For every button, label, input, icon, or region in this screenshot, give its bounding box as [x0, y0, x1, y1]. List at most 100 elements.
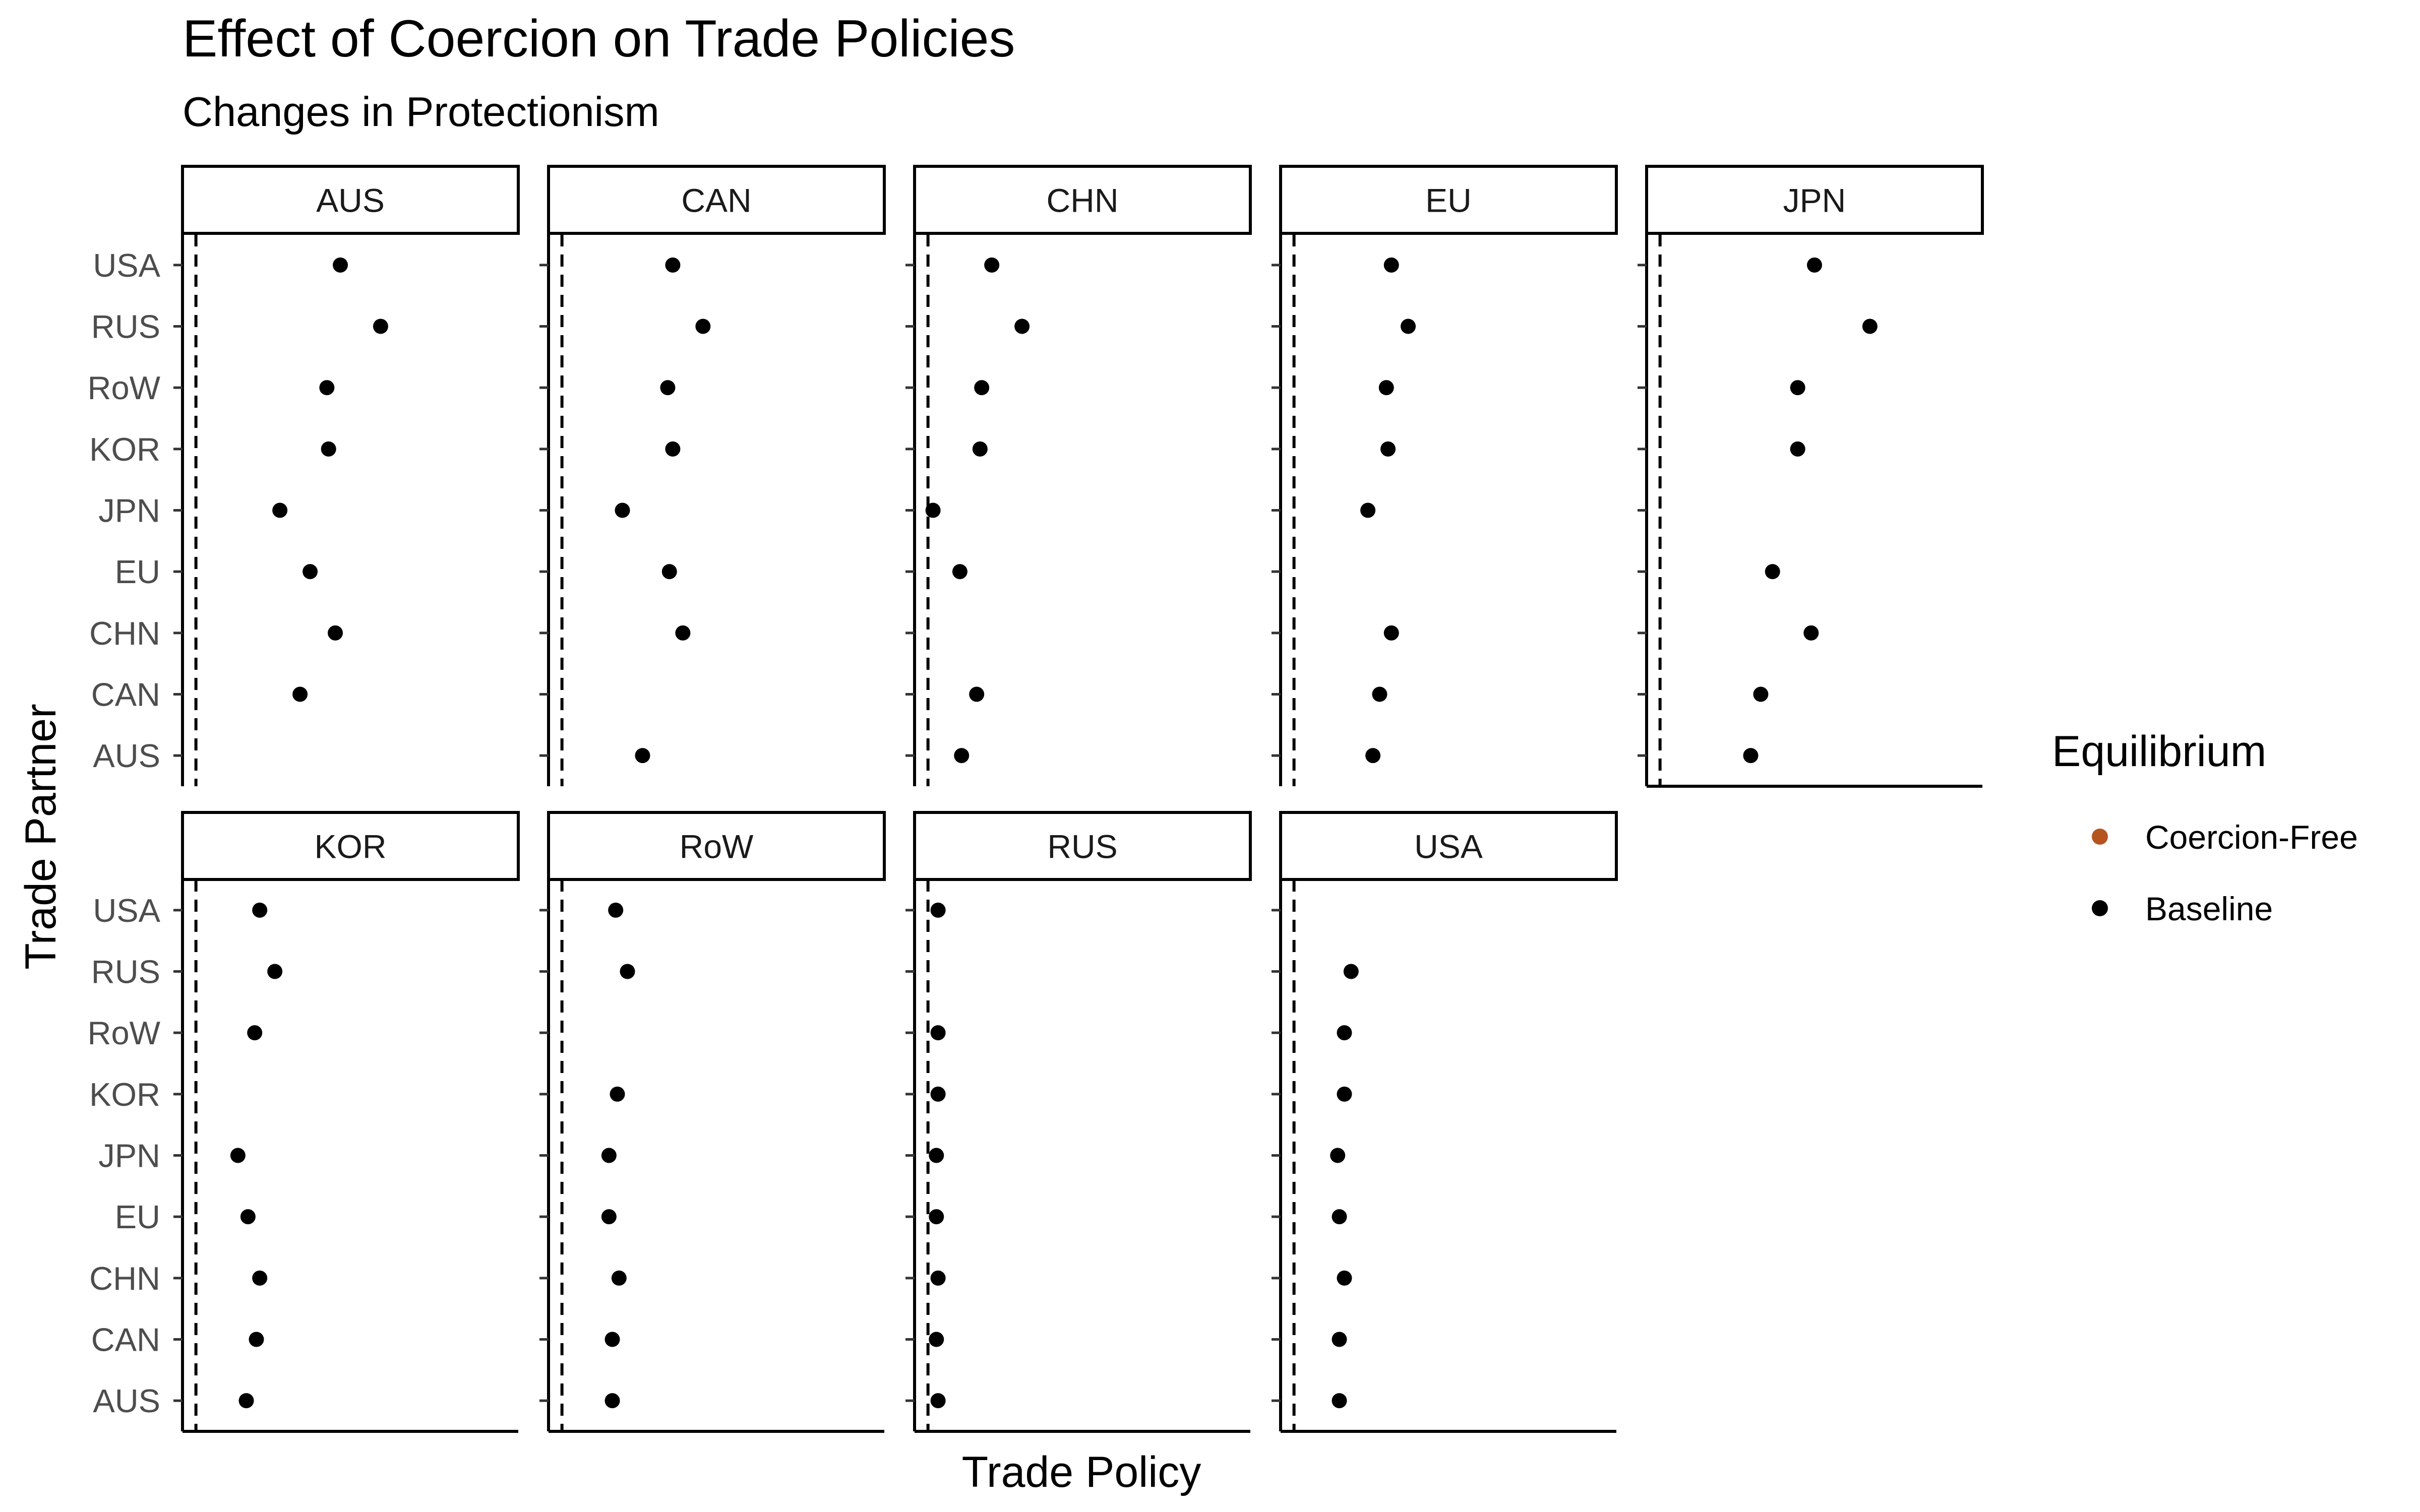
y-tick-label: USA	[93, 247, 160, 284]
data-point-row-usa	[608, 902, 624, 918]
facet-panel-rus: RUS	[905, 811, 1252, 1433]
facet-panel-chn: CHN	[905, 165, 1252, 786]
y-axis-label: Trade Partner	[17, 704, 65, 969]
data-point-row-jpn	[601, 1148, 617, 1163]
y-tick-label: KOR	[89, 1076, 160, 1113]
facet-strip-label: EU	[1425, 182, 1472, 219]
data-point-aus-jpn	[272, 502, 288, 518]
facet-strip	[547, 165, 886, 235]
data-point-jpn-kor	[1790, 441, 1805, 457]
data-point-aus-rus	[373, 319, 388, 334]
data-point-usa-row	[1337, 1025, 1352, 1041]
facet-panel-kor: KOR USA RUS RoW KOR JPN EU CHN CAN AUS	[88, 811, 520, 1433]
data-point-kor-eu	[240, 1209, 256, 1225]
data-point-rus-eu	[929, 1209, 944, 1225]
data-point-eu-kor	[1380, 441, 1396, 457]
facet-strip	[181, 811, 520, 881]
data-point-usa-eu	[1332, 1209, 1347, 1225]
facet-strip-label: JPN	[1783, 182, 1846, 219]
data-point-chn-can	[969, 686, 985, 702]
data-point-rus-chn	[930, 1270, 946, 1286]
data-point-rus-aus	[930, 1393, 946, 1409]
facet-strip-label: CHN	[1047, 182, 1119, 219]
data-point-usa-can	[1332, 1332, 1347, 1347]
legend: Equilibrium Coercion-Free Baseline	[2052, 727, 2358, 927]
data-point-can-row	[660, 380, 676, 396]
y-tick-label: RUS	[91, 954, 160, 990]
facet-strip-label: RoW	[680, 828, 754, 865]
data-point-eu-usa	[1383, 257, 1399, 273]
y-tick-label: EU	[115, 1199, 160, 1235]
data-point-aus-chn	[328, 625, 343, 641]
data-point-eu-jpn	[1360, 502, 1376, 518]
data-point-kor-aus	[238, 1393, 254, 1409]
data-point-aus-can	[292, 686, 308, 702]
data-point-jpn-aus	[1743, 748, 1759, 764]
data-point-eu-can	[1372, 686, 1387, 702]
y-tick-label: AUS	[93, 737, 160, 774]
data-point-row-chn	[611, 1270, 627, 1286]
y-tick-label: RoW	[88, 1015, 161, 1051]
facet-strip	[1279, 811, 1618, 881]
data-point-eu-rus	[1401, 319, 1416, 334]
y-tick-label: CAN	[91, 1321, 160, 1358]
legend-title: Equilibrium	[2052, 727, 2266, 776]
data-point-chn-row	[974, 380, 990, 396]
data-point-jpn-usa	[1807, 257, 1822, 273]
y-tick-label: USA	[93, 892, 160, 929]
facet-strip-label: CAN	[681, 182, 751, 219]
data-point-rus-usa	[930, 902, 946, 918]
data-point-kor-rus	[267, 964, 283, 979]
data-point-row-kor	[610, 1086, 625, 1102]
data-point-kor-chn	[252, 1270, 268, 1286]
y-tick-label: EU	[115, 553, 160, 590]
y-tick-label: RUS	[91, 308, 160, 345]
data-point-chn-jpn	[925, 502, 941, 518]
data-point-usa-kor	[1337, 1086, 1352, 1102]
data-point-kor-jpn	[230, 1148, 246, 1163]
data-point-usa-chn	[1337, 1270, 1352, 1286]
data-point-can-usa	[665, 257, 681, 273]
facet-panel-row: RoW	[539, 811, 886, 1433]
legend-key	[2092, 829, 2108, 845]
data-point-jpn-row	[1790, 380, 1805, 396]
facet-panel-aus: AUS USA RUS RoW KOR JPN EU CHN CAN AUS	[88, 165, 520, 786]
facet-panel-eu: EU	[1272, 165, 1618, 786]
legend-label: Coercion-Free	[2145, 818, 2358, 856]
data-point-kor-row	[247, 1025, 263, 1041]
facet-strip-label: RUS	[1047, 828, 1117, 865]
facet-panels: AUS USA RUS RoW KOR JPN EU CHN CAN AUS CAN CHN EU JPN…	[88, 165, 1984, 1433]
data-point-jpn-chn	[1803, 625, 1819, 641]
y-tick-label: RoW	[88, 369, 161, 406]
data-point-can-kor	[665, 441, 681, 457]
data-point-can-aus	[635, 748, 650, 764]
data-point-jpn-can	[1753, 686, 1769, 702]
data-point-row-aus	[604, 1393, 620, 1409]
facet-strip	[1279, 165, 1618, 235]
y-tick-label: KOR	[89, 431, 160, 468]
data-point-aus-kor	[321, 441, 336, 457]
facet-panel-usa: USA	[1272, 811, 1618, 1433]
data-point-can-chn	[675, 625, 691, 641]
data-point-eu-chn	[1383, 625, 1399, 641]
facet-strip	[913, 165, 1252, 235]
data-point-usa-aus	[1332, 1393, 1347, 1409]
legend-key	[2092, 900, 2108, 916]
y-tick-label: JPN	[98, 492, 160, 529]
data-point-row-can	[604, 1332, 620, 1347]
facet-strip-label: USA	[1414, 828, 1483, 865]
data-point-chn-kor	[972, 441, 988, 457]
y-tick-label: AUS	[93, 1382, 160, 1419]
data-point-row-rus	[620, 964, 635, 979]
y-tick-label: CHN	[89, 615, 160, 652]
data-point-chn-rus	[1014, 319, 1030, 334]
facet-strip	[1645, 165, 1984, 235]
data-point-eu-row	[1378, 380, 1394, 396]
data-point-can-eu	[661, 564, 677, 580]
facet-strip	[181, 165, 520, 235]
data-point-jpn-rus	[1862, 319, 1878, 334]
data-point-rus-can	[929, 1332, 944, 1347]
chart-title: Effect of Coercion on Trade Policies	[183, 10, 1015, 68]
facet-strip-label: KOR	[314, 828, 386, 865]
data-point-aus-row	[319, 380, 335, 396]
